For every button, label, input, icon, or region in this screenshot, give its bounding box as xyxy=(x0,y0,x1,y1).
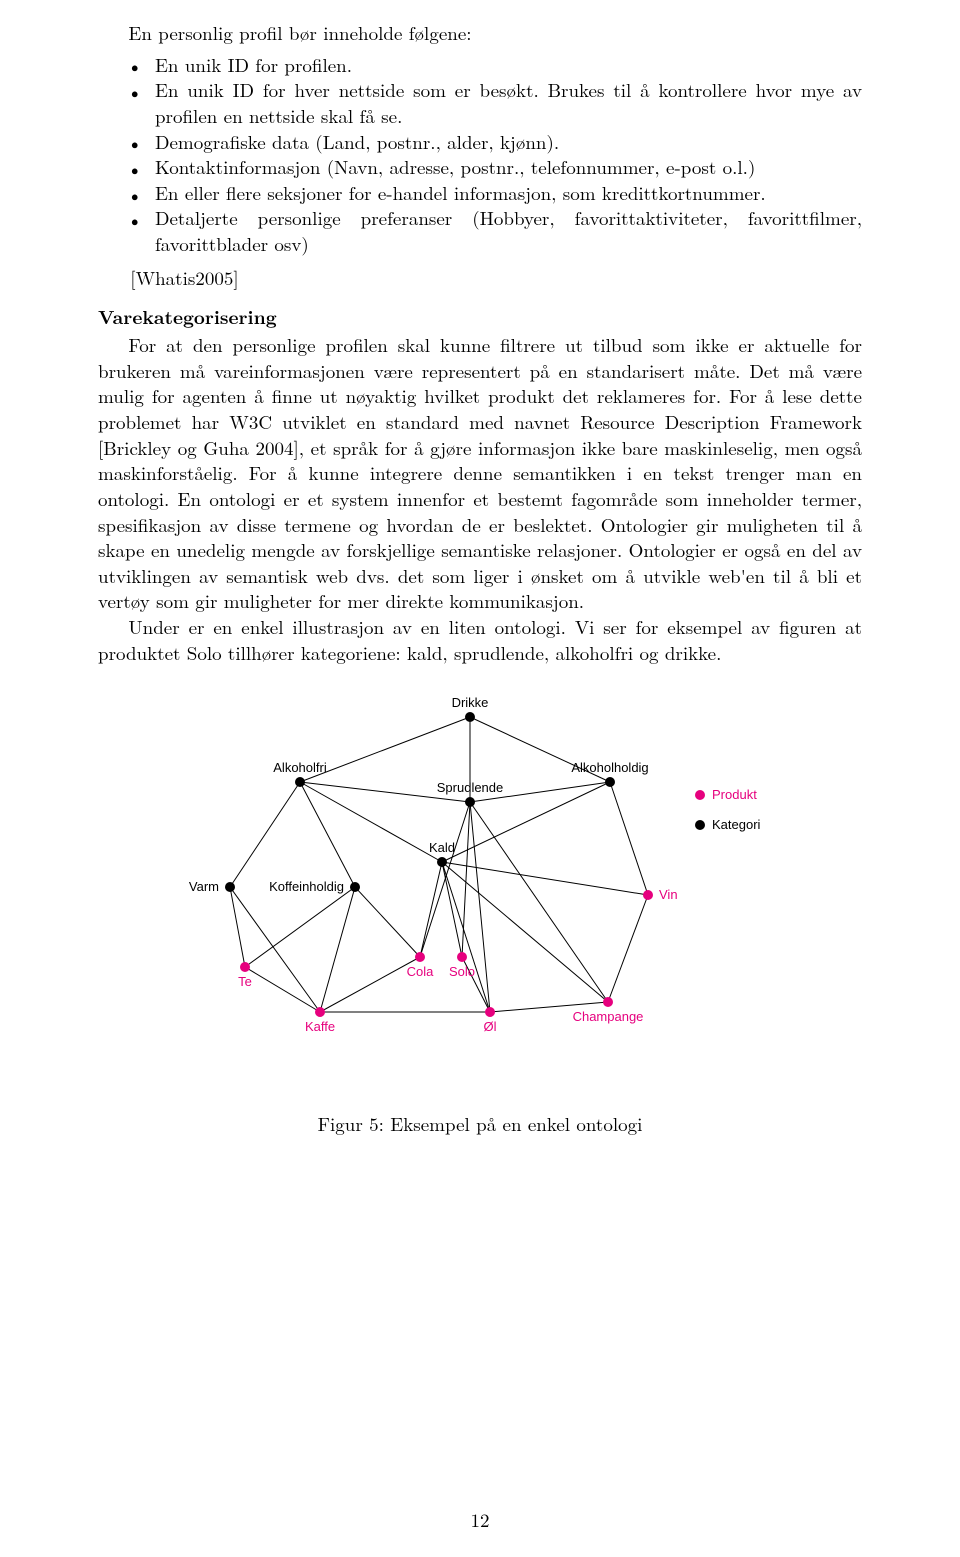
svg-text:Kaffe: Kaffe xyxy=(305,1019,335,1034)
svg-text:Kald: Kald xyxy=(429,840,455,855)
svg-text:Vin: Vin xyxy=(659,887,678,902)
svg-text:Cola: Cola xyxy=(407,964,435,979)
section-heading: Varekategorisering xyxy=(98,304,862,330)
list-item: En unik ID for hver nettside som er besø… xyxy=(138,77,862,128)
profile-bullet-list: En unik ID for profilen. En unik ID for … xyxy=(98,52,862,257)
svg-text:Champange: Champange xyxy=(573,1009,644,1024)
list-item-text: En unik ID for hver nettside som er besø… xyxy=(155,76,862,129)
list-item: Detaljerte personlige preferanser (Hobby… xyxy=(138,205,862,256)
page: En personlig profil bør inneholde følgen… xyxy=(0,0,960,1557)
svg-text:Te: Te xyxy=(238,974,252,989)
svg-text:Solo: Solo xyxy=(449,964,475,979)
ontology-diagram: Drikke Alkoholfri Sprudlende Alkoholholdig V… xyxy=(180,687,780,1067)
svg-text:Øl: Øl xyxy=(484,1019,497,1034)
svg-text:Alkoholfri: Alkoholfri xyxy=(273,760,327,775)
list-item: Demografiske data (Land, postnr., alder,… xyxy=(138,129,862,155)
svg-text:Varm: Varm xyxy=(189,879,219,894)
list-item: En eller flere seksjoner for e-handel in… xyxy=(138,180,862,206)
list-item-text: Kontaktinformasjon (Navn, adresse, postn… xyxy=(155,153,755,180)
ontology-figure: Drikke Alkoholfri Sprudlende Alkoholholdig V… xyxy=(180,687,780,1137)
svg-text:Produkt: Produkt xyxy=(712,787,757,802)
list-item-text: En unik ID for profilen. xyxy=(155,51,352,78)
svg-text:Alkoholholdig: Alkoholholdig xyxy=(571,760,648,775)
svg-text:Sprudlende: Sprudlende xyxy=(437,780,504,795)
svg-text:Kategori: Kategori xyxy=(712,817,761,832)
svg-text:Drikke: Drikke xyxy=(452,695,489,710)
page-number: 12 xyxy=(0,1507,960,1533)
list-item-text: Demografiske data (Land, postnr., alder,… xyxy=(155,128,559,155)
paragraph-1: For at den personlige profilen skal kunn… xyxy=(98,332,862,614)
svg-text:Koffeinholdig: Koffeinholdig xyxy=(269,879,344,894)
list-item-text: En eller flere seksjoner for e-handel in… xyxy=(155,179,766,206)
paragraph-2: Under er en enkel illustrasjon av en lit… xyxy=(98,614,862,665)
profile-intro: En personlig profil bør inneholde følgen… xyxy=(98,20,862,46)
citation: [Whatis2005] xyxy=(130,265,862,291)
list-item: Kontaktinformasjon (Navn, adresse, postn… xyxy=(138,154,862,180)
figure-caption: Figur 5: Eksempel på en enkel ontologi xyxy=(180,1111,780,1137)
list-item-text: Detaljerte personlige preferanser (Hobby… xyxy=(155,204,862,257)
list-item: En unik ID for profilen. xyxy=(138,52,862,78)
figure-caption-prefix: Figur xyxy=(318,1110,363,1137)
figure-caption-number: 5 xyxy=(369,1110,379,1137)
figure-caption-text: Eksempel på en enkel ontologi xyxy=(390,1110,642,1137)
